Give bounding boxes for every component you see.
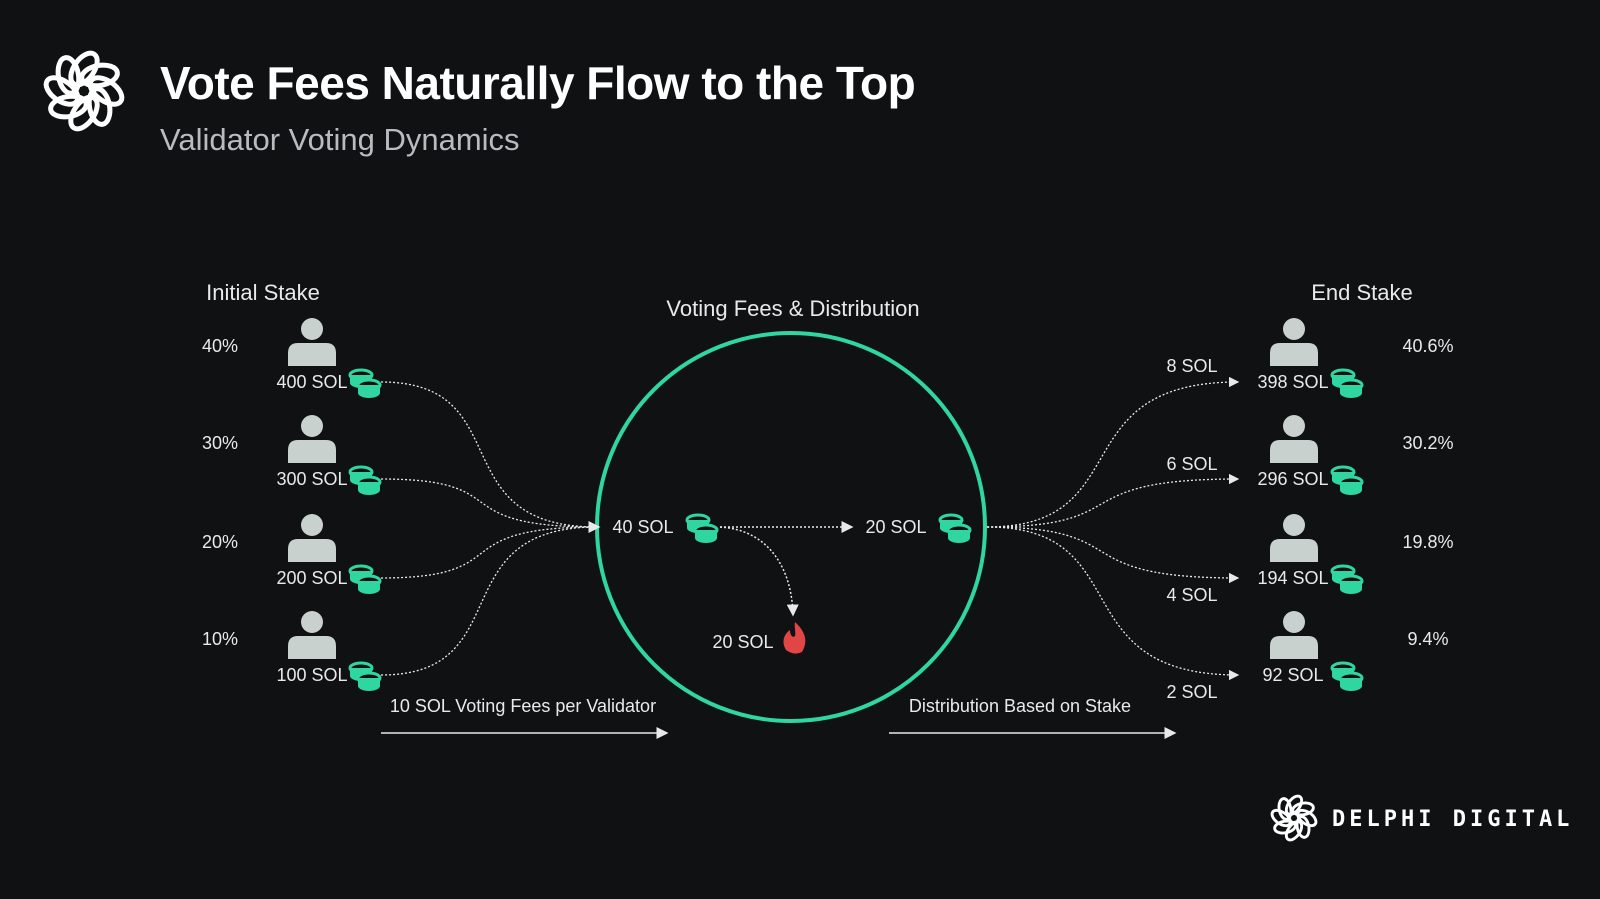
initial-stake-value: 400 SOL <box>276 372 347 392</box>
brand-logo-icon <box>1270 794 1318 842</box>
logo-icon <box>43 50 125 132</box>
initial-stake-heading: Initial Stake <box>206 280 320 305</box>
validator-person-icon <box>288 611 336 659</box>
coins-icon <box>1330 564 1364 596</box>
fee-flow-line <box>380 526 598 579</box>
validator-person-icon <box>1270 318 1318 366</box>
coins-icon <box>685 513 719 545</box>
end-percent: 30.2% <box>1402 433 1453 453</box>
validator-person-icon <box>1270 611 1318 659</box>
validator-person-icon <box>288 514 336 562</box>
coins-icon <box>348 564 382 596</box>
coins-icon <box>348 661 382 693</box>
validator-person-icon <box>1270 415 1318 463</box>
reward-amount: 2 SOL <box>1166 682 1217 702</box>
fee-flow-line <box>380 478 598 528</box>
reward-amount: 6 SOL <box>1166 454 1217 474</box>
initial-stake-value: 100 SOL <box>276 665 347 685</box>
burned-fees-label: 20 SOL <box>712 632 773 652</box>
end-percent: 19.8% <box>1402 532 1453 552</box>
coins-icon <box>1330 661 1364 693</box>
end-stake-heading: End Stake <box>1311 280 1413 305</box>
coins-icon <box>348 368 382 400</box>
end-stake-value: 398 SOL <box>1257 372 1328 392</box>
validator-person-icon <box>1270 514 1318 562</box>
initial-stake-value: 300 SOL <box>276 469 347 489</box>
burn-arrow <box>719 526 799 617</box>
distributed-fees-label: 20 SOL <box>865 517 926 537</box>
initial-percent: 10% <box>202 629 238 649</box>
fee-flow-line <box>380 381 598 528</box>
validator-person-icon <box>288 318 336 366</box>
end-stake-value: 92 SOL <box>1262 665 1323 685</box>
collected-fees-label: 40 SOL <box>612 517 673 537</box>
end-percent: 9.4% <box>1407 629 1448 649</box>
coins-icon <box>1330 465 1364 497</box>
end-percent: 40.6% <box>1402 336 1453 356</box>
brand-name: DELPHI DIGITAL <box>1332 807 1573 832</box>
page-subtitle: Validator Voting Dynamics <box>160 122 520 157</box>
voting-fees-arrow-label: 10 SOL Voting Fees per Validator <box>390 696 656 716</box>
initial-stake-value: 200 SOL <box>276 568 347 588</box>
coins-icon <box>1330 368 1364 400</box>
initial-percent: 40% <box>202 336 238 356</box>
reward-amount: 4 SOL <box>1166 585 1217 605</box>
initial-percent: 20% <box>202 532 238 552</box>
initial-percent: 30% <box>202 433 238 453</box>
voting-fees-heading: Voting Fees & Distribution <box>666 296 919 321</box>
reward-flow-line <box>986 376 1240 528</box>
fee-flow-line <box>380 526 598 676</box>
distribution-arrow-label: Distribution Based on Stake <box>909 696 1131 716</box>
end-stake-value: 296 SOL <box>1257 469 1328 489</box>
reward-flow-line <box>986 526 1240 584</box>
validator-person-icon <box>288 415 336 463</box>
coins-icon <box>938 513 972 545</box>
coins-icon <box>348 465 382 497</box>
reward-amount: 8 SOL <box>1166 356 1217 376</box>
page-title: Vote Fees Naturally Flow to the Top <box>160 57 916 109</box>
end-stake-value: 194 SOL <box>1257 568 1328 588</box>
reward-flow-line <box>986 473 1240 528</box>
fire-icon <box>783 622 806 654</box>
